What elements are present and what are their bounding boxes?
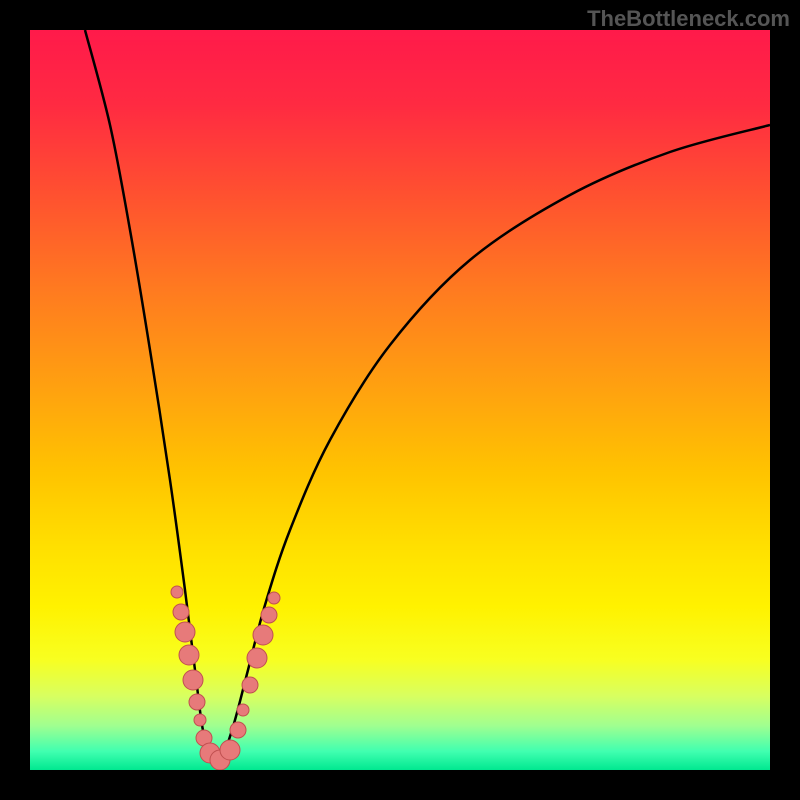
- data-marker: [189, 694, 205, 710]
- data-marker: [179, 645, 199, 665]
- gradient-background: [30, 30, 770, 770]
- data-marker: [253, 625, 273, 645]
- data-marker: [242, 677, 258, 693]
- chart-svg: [30, 30, 770, 770]
- data-marker: [183, 670, 203, 690]
- data-marker: [268, 592, 280, 604]
- data-marker: [173, 604, 189, 620]
- data-marker: [171, 586, 183, 598]
- data-marker: [220, 740, 240, 760]
- data-marker: [237, 704, 249, 716]
- watermark-text: TheBottleneck.com: [587, 6, 790, 32]
- plot-area: [30, 30, 770, 770]
- data-marker: [230, 722, 246, 738]
- data-marker: [261, 607, 277, 623]
- data-marker: [194, 714, 206, 726]
- data-marker: [175, 622, 195, 642]
- data-marker: [247, 648, 267, 668]
- chart-container: TheBottleneck.com: [0, 0, 800, 800]
